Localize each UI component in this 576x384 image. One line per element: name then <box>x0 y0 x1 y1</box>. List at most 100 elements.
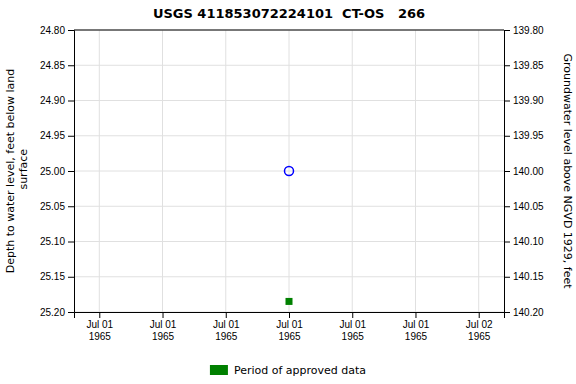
x-axis: Jul 011965Jul 011965Jul 011965Jul 011965… <box>75 312 505 342</box>
tick-mark <box>68 101 74 102</box>
tick-mark <box>504 171 510 172</box>
tick-mark <box>68 65 74 66</box>
tick-label-line: Jul 01 <box>150 319 177 330</box>
legend-swatch <box>210 365 228 375</box>
tick-mark <box>504 65 510 66</box>
title: USGS 411853072224101 CT-OS 266 <box>153 6 425 21</box>
grid-line <box>352 30 353 312</box>
y-axis: 24.80 24.85 24.90 24.95 25.00 25.05 25.10 25.15… <box>40 25 75 318</box>
tick-mark <box>289 312 290 318</box>
grid-line <box>74 30 504 31</box>
tick-label-line: Jul 01 <box>339 319 366 330</box>
tick-label: 24.90 <box>40 95 65 106</box>
tick-label: 25.10 <box>40 236 65 247</box>
axis-line <box>505 31 511 313</box>
tick-label-line: Jul 01 <box>213 319 240 330</box>
tick-label: 139.90 <box>513 95 544 106</box>
tick-label: 25.15 <box>40 271 65 282</box>
tick-label: 140.10 <box>513 236 544 247</box>
tick-label-line: 1965 <box>152 331 175 342</box>
tick-label: 24.80 <box>40 25 65 36</box>
tick-mark <box>68 242 74 243</box>
tick-mark <box>68 277 74 278</box>
legend-item: Period of approved data <box>210 364 366 377</box>
y2-axis-title: Groundwater level above NGVD 1929, feet <box>561 53 574 289</box>
tick: 24.90 <box>40 95 74 106</box>
tick: Jul 011965 <box>403 312 430 342</box>
tick: 25.05 <box>40 201 74 212</box>
plot: 24.80 24.85 24.90 24.95 25.00 25.05 25.10 25.15… <box>40 25 544 342</box>
grid-line <box>162 30 163 312</box>
point <box>286 298 293 305</box>
tick: 139.90 <box>504 95 544 106</box>
tick-label: Jul 021965 <box>466 319 493 342</box>
tick: 24.95 <box>40 130 74 141</box>
tick-label: Jul 011965 <box>403 319 430 342</box>
tick-mark <box>504 277 510 278</box>
tick: 24.85 <box>40 60 74 71</box>
tick-mark <box>504 206 510 207</box>
tick-label: 140.05 <box>513 201 544 212</box>
tick: 25.00 <box>40 166 74 177</box>
tick-label: 24.85 <box>40 60 65 71</box>
axis-line <box>75 313 505 319</box>
tick: 139.85 <box>504 60 544 71</box>
tick: 25.20 <box>40 307 74 318</box>
tick-label-line: 1965 <box>468 331 491 342</box>
point <box>285 167 294 176</box>
tick: 25.10 <box>40 236 74 247</box>
tick-label-line: Jul 02 <box>466 319 493 330</box>
tick: 140.15 <box>504 271 544 282</box>
tick-label: Jul 011965 <box>150 319 177 342</box>
tick-label: 139.80 <box>513 25 544 36</box>
tick-mark <box>504 242 510 243</box>
tick: Jul 011965 <box>150 312 177 342</box>
y-axis-title: Depth to water level, feet below land su… <box>4 69 30 274</box>
tick-label: Jul 011965 <box>86 319 113 342</box>
tick-label-line: Jul 01 <box>276 319 303 330</box>
tick-label: 139.95 <box>513 130 544 141</box>
tick-label-line: 1965 <box>278 331 301 342</box>
tick-label: 25.00 <box>40 166 65 177</box>
y-axis-title-line: Depth to water level, feet below land <box>4 69 17 274</box>
tick-mark <box>68 136 74 137</box>
tick: Jul 011965 <box>276 312 303 342</box>
grid-line <box>415 30 416 312</box>
tick-label: 140.15 <box>513 271 544 282</box>
legend-label: Period of approved data <box>234 364 366 377</box>
tick: 139.95 <box>504 130 544 141</box>
tick: 139.80 <box>504 25 544 36</box>
tick-mark <box>479 312 480 318</box>
tick-label-line: Jul 01 <box>86 319 113 330</box>
tick-mark <box>352 312 353 318</box>
tick-mark <box>415 312 416 318</box>
tick-label: Jul 011965 <box>339 319 366 342</box>
tick-mark <box>68 30 74 31</box>
grid-line <box>99 30 100 312</box>
series <box>286 298 293 305</box>
grid-line <box>225 30 226 312</box>
tick-mark <box>226 312 227 318</box>
tick: 140.05 <box>504 201 544 212</box>
tick: Jul 011965 <box>339 312 366 342</box>
tick: 25.15 <box>40 271 74 282</box>
tick-label: 25.20 <box>40 307 65 318</box>
tick-label: 140.20 <box>513 307 544 318</box>
tick-mark <box>504 136 510 137</box>
tick-mark <box>99 312 100 318</box>
tick: 24.80 <box>40 25 74 36</box>
tick-mark <box>68 312 74 313</box>
tick-label: Jul 011965 <box>213 319 240 342</box>
frame-line <box>74 30 504 31</box>
tick-label-line: 1965 <box>215 331 238 342</box>
tick-label: 140.00 <box>513 166 544 177</box>
tick-label: 24.95 <box>40 130 65 141</box>
tick-label-line: 1965 <box>405 331 428 342</box>
axis-line <box>68 31 75 313</box>
y-axis-title-line: surface <box>17 149 30 193</box>
marks <box>285 167 294 305</box>
tick-label: 139.85 <box>513 60 544 71</box>
tick: 140.10 <box>504 236 544 247</box>
tick-mark <box>504 30 510 31</box>
y2-axis: 140.20 140.15 140.10 140.05 140.00 139.95 139.… <box>504 25 544 318</box>
